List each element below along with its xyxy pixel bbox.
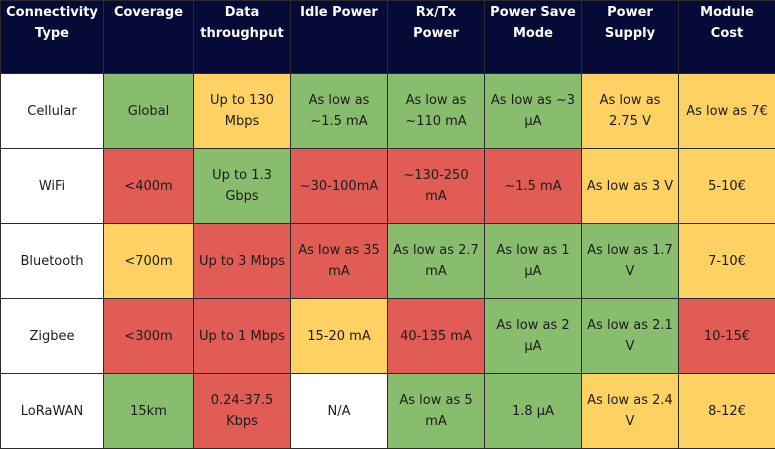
- cell-medium: 8-12€: [679, 374, 775, 449]
- header-power-supply: Power Supply: [582, 1, 679, 74]
- table-row-bluetooth: Bluetooth <700m Up to 3 Mbps As low as 3…: [1, 224, 775, 299]
- row-label-zigbee: Zigbee: [1, 299, 104, 374]
- cell-medium: As low as 3 V: [582, 149, 679, 224]
- cell-good: Up to 1.3 Gbps: [194, 149, 291, 224]
- cell-bad: 40-135 mA: [388, 299, 485, 374]
- header-data-throughput: Data throughput: [194, 1, 291, 74]
- cell-neutral: N/A: [291, 374, 388, 449]
- header-connectivity-type: Connectivity Type: [1, 1, 104, 74]
- cell-medium: As low as 2.75 V: [582, 74, 679, 149]
- row-label-bluetooth: Bluetooth: [1, 224, 104, 299]
- cell-good: As low as ~110 mA: [388, 74, 485, 149]
- cell-good: As low as 2 µA: [485, 299, 582, 374]
- cell-good: As low as ~3 µA: [485, 74, 582, 149]
- cell-medium: As low as 2.4 V: [582, 374, 679, 449]
- table-row-cellular: Cellular Global Up to 130 Mbps As low as…: [1, 74, 775, 149]
- cell-bad: Up to 1 Mbps: [194, 299, 291, 374]
- cell-bad: 0.24-37.5 Kbps: [194, 374, 291, 449]
- table-body: Cellular Global Up to 130 Mbps As low as…: [1, 74, 775, 449]
- header-power-save-mode: Power Save Mode: [485, 1, 582, 74]
- row-label-wifi: WiFi: [1, 149, 104, 224]
- header-rx-tx-power: Rx/Tx Power: [388, 1, 485, 74]
- cell-good: As low as 1 µA: [485, 224, 582, 299]
- cell-medium: 15-20 mA: [291, 299, 388, 374]
- cell-medium: 7-10€: [679, 224, 775, 299]
- cell-good: 15km: [104, 374, 194, 449]
- cell-good: As low as 5 mA: [388, 374, 485, 449]
- cell-good: 1.8 µA: [485, 374, 582, 449]
- table-header: Connectivity Type Coverage Data throughp…: [1, 1, 775, 74]
- cell-bad: As low as 35 mA: [291, 224, 388, 299]
- table-row-wifi: WiFi <400m Up to 1.3 Gbps ~30-100mA ~130…: [1, 149, 775, 224]
- cell-medium: As low as 7€: [679, 74, 775, 149]
- header-row: Connectivity Type Coverage Data throughp…: [1, 1, 775, 74]
- cell-good: As low as ~1.5 mA: [291, 74, 388, 149]
- header-coverage: Coverage: [104, 1, 194, 74]
- cell-bad: 10-15€: [679, 299, 775, 374]
- cell-bad: ~30-100mA: [291, 149, 388, 224]
- header-module-cost: Module Cost: [679, 1, 775, 74]
- table-row-zigbee: Zigbee <300m Up to 1 Mbps 15-20 mA 40-13…: [1, 299, 775, 374]
- cell-medium: <700m: [104, 224, 194, 299]
- cell-good: As low as 1.7 V: [582, 224, 679, 299]
- cell-medium: Up to 130 Mbps: [194, 74, 291, 149]
- header-idle-power: Idle Power: [291, 1, 388, 74]
- row-label-cellular: Cellular: [1, 74, 104, 149]
- cell-bad: <300m: [104, 299, 194, 374]
- cell-good: Global: [104, 74, 194, 149]
- cell-good: As low as 2.7 mA: [388, 224, 485, 299]
- cell-good: As low as 2.1 V: [582, 299, 679, 374]
- cell-medium: 5-10€: [679, 149, 775, 224]
- cell-bad: Up to 3 Mbps: [194, 224, 291, 299]
- table-row-lorawan: LoRaWAN 15km 0.24-37.5 Kbps N/A As low a…: [1, 374, 775, 449]
- row-label-lorawan: LoRaWAN: [1, 374, 104, 449]
- cell-bad: <400m: [104, 149, 194, 224]
- cell-bad: ~1.5 mA: [485, 149, 582, 224]
- cell-bad: ~130-250 mA: [388, 149, 485, 224]
